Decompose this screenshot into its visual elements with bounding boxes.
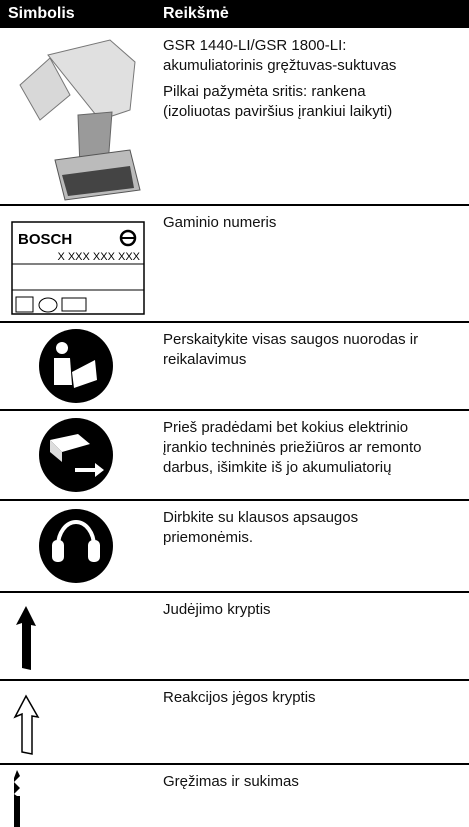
ear-protection-icon [39,509,113,583]
description-line: Pilkai pažymėta sritis: rankena [163,83,366,100]
description-line: darbus, išimkite iš jo akumuliatorių [163,459,392,476]
description-line: Judėjimo kryptis [163,601,271,618]
row-divider [0,499,469,501]
description-line: Perskaitykite visas saugos nuorodas ir [163,331,419,348]
row-divider [0,409,469,411]
table-header: Simbolis Reikšmė [0,0,469,28]
label-icon: BOSCH X XXX XXX XXX [11,221,145,315]
description-line: reikalavimus [163,351,247,368]
description-line: GSR 1440-LI/GSR 1800-LI: [163,37,347,54]
column-header: Reikšmė [163,5,229,22]
drill-icon [19,39,141,201]
arrow-filled [16,606,36,670]
row-divider [0,321,469,323]
description-line: Dirbkite su klausos apsaugos [163,509,359,526]
column-header: Simbolis [8,5,75,22]
description-line: (izoliuotas paviršius įrankiui laikyti) [163,103,393,120]
description-line: Prieš pradėdami bet kokius elektrinio [163,419,409,436]
row-divider [0,204,469,206]
drill-bit-icon [14,770,20,827]
description-line: Gręžimas ir sukimas [163,773,299,790]
row-divider [0,591,469,593]
arrow-outline [13,694,40,755]
row-divider [0,763,469,765]
description-line: priemonėmis. [163,529,254,546]
description-line: Gaminio numeris [163,214,277,231]
description-line: Reakcijos jėgos kryptis [163,689,316,706]
manual-icon [39,329,113,403]
brand: BOSCH [18,231,72,248]
row-divider [0,679,469,681]
serial: X XXX XXX XXX [57,251,140,263]
description-line: akumuliatorinis gręžtuvas-suktuvas [163,57,397,74]
battery-icon [39,418,113,492]
description-line: įrankio techninės priežiūros ar remonto [163,439,422,456]
